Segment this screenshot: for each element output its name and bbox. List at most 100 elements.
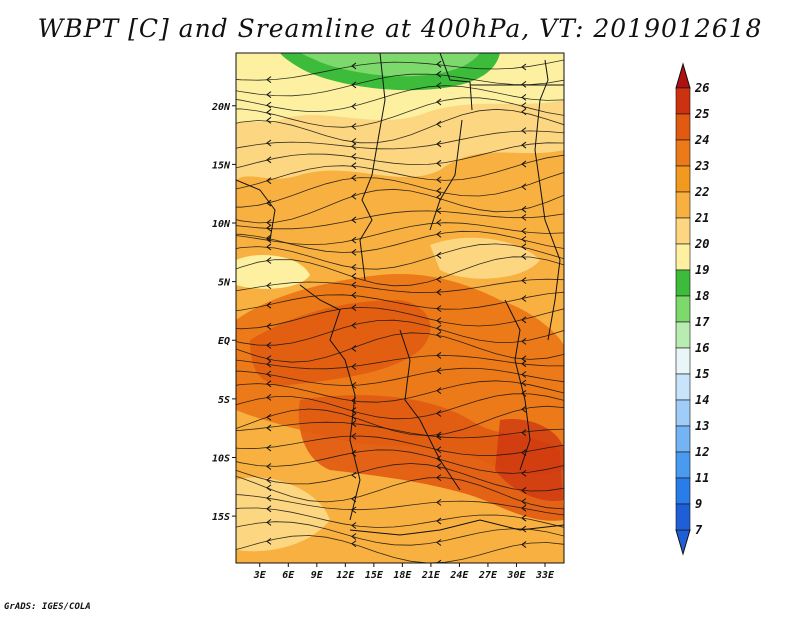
streamline-arrow bbox=[521, 93, 527, 101]
lon-tick-label: 18E bbox=[393, 570, 412, 581]
streamline-arrow bbox=[436, 559, 442, 563]
streamline bbox=[236, 435, 564, 456]
streamline-arrow bbox=[521, 337, 527, 345]
temperature-field-20b bbox=[430, 237, 540, 279]
colorbar-box bbox=[675, 295, 691, 323]
streamline-arrow bbox=[436, 367, 442, 375]
streamline-arrow bbox=[351, 192, 357, 200]
streamline bbox=[236, 142, 564, 169]
streamline-arrow bbox=[266, 177, 272, 185]
lat-tick-label: 5S bbox=[218, 395, 230, 406]
streamline bbox=[236, 306, 564, 330]
streamline bbox=[236, 59, 564, 81]
streamline-arrow bbox=[266, 224, 272, 232]
streamline-arrow bbox=[351, 304, 357, 312]
streamline-arrow bbox=[436, 463, 442, 470]
streamline-arrow bbox=[521, 102, 527, 109]
streamline-arrow bbox=[436, 539, 442, 546]
lat-tick-label: 15S bbox=[212, 512, 230, 523]
border-line bbox=[236, 179, 276, 241]
streamline-arrow bbox=[436, 251, 442, 259]
colorbar-label: 22 bbox=[694, 185, 709, 199]
streamline-arrow bbox=[521, 469, 527, 477]
border-line bbox=[504, 299, 531, 471]
streamline bbox=[236, 85, 564, 113]
streamline-arrow bbox=[436, 120, 442, 128]
lon-tick-label: 21E bbox=[421, 570, 441, 581]
border-line bbox=[439, 53, 473, 111]
streamline bbox=[236, 380, 564, 403]
streamline bbox=[236, 535, 564, 563]
streamline-arrow bbox=[436, 498, 442, 506]
streamline-arrow bbox=[266, 116, 272, 124]
colorbar-label: 24 bbox=[694, 133, 709, 147]
streamline-arrow bbox=[351, 345, 357, 352]
streamline-arrow bbox=[436, 187, 442, 195]
streamline bbox=[236, 291, 564, 312]
streamline-arrow bbox=[521, 213, 527, 221]
streamline-arrow bbox=[351, 540, 357, 548]
streamline-arrow bbox=[266, 156, 272, 164]
streamline-arrow bbox=[266, 243, 272, 251]
streamline-arrow bbox=[521, 355, 527, 363]
streamline-arrow bbox=[436, 193, 442, 201]
streamline-arrow bbox=[436, 140, 442, 148]
streamline bbox=[236, 463, 564, 492]
colorbar-label: 16 bbox=[695, 341, 709, 355]
streamline-arrow bbox=[521, 127, 527, 135]
colorbar-label: 15 bbox=[695, 367, 709, 381]
lon-tick-label: 12E bbox=[336, 570, 355, 581]
streamline-arrow bbox=[266, 537, 272, 545]
colorbar-label: 13 bbox=[695, 419, 709, 433]
streamline-arrow bbox=[521, 253, 527, 260]
streamline-arrow bbox=[266, 199, 272, 207]
streamline-arrow bbox=[266, 108, 272, 116]
streamline-arrow bbox=[266, 370, 272, 378]
streamline bbox=[236, 243, 564, 270]
streamline-arrow bbox=[436, 288, 442, 296]
colorbar-label: 23 bbox=[694, 159, 709, 173]
streamline-arrow bbox=[351, 449, 357, 457]
colorbar-box bbox=[675, 113, 691, 141]
colorbar-box bbox=[675, 243, 691, 271]
streamline-arrow bbox=[351, 153, 357, 160]
streamline-arrow bbox=[266, 76, 272, 83]
lat-tick-label: EQ bbox=[218, 336, 230, 347]
colorbar-box bbox=[675, 321, 691, 349]
streamline bbox=[236, 367, 564, 386]
streamline-arrow bbox=[266, 444, 272, 452]
streamline-arrow bbox=[521, 243, 527, 251]
streamline-arrow bbox=[436, 70, 442, 78]
streamline-arrow bbox=[266, 257, 272, 264]
streamline bbox=[236, 494, 564, 516]
streamline bbox=[236, 405, 564, 437]
streamline-arrow bbox=[266, 301, 272, 309]
streamline-arrow bbox=[436, 517, 442, 525]
streamline bbox=[236, 421, 564, 439]
streamline-arrow bbox=[351, 174, 357, 182]
lon-tick-label: 27E bbox=[478, 570, 498, 581]
border-line bbox=[399, 329, 461, 491]
streamline-arrow bbox=[351, 272, 357, 280]
streamline-arrow bbox=[266, 219, 272, 226]
streamline-arrow bbox=[266, 380, 272, 388]
streamline bbox=[236, 476, 564, 510]
streamline-arrow bbox=[351, 291, 357, 299]
coastline bbox=[534, 59, 561, 341]
streamline-arrow bbox=[266, 476, 272, 484]
colorbar-box bbox=[675, 451, 691, 479]
streamline-arrow bbox=[436, 324, 442, 332]
lat-tick-label: 5N bbox=[218, 278, 231, 289]
streamline-arrow bbox=[351, 216, 357, 224]
streamline-arrow bbox=[436, 176, 442, 184]
lat-tick-label: 15N bbox=[212, 160, 231, 171]
streamline-arrow bbox=[436, 219, 442, 227]
streamline bbox=[236, 319, 564, 346]
streamline-arrow bbox=[436, 207, 442, 215]
lat-tick-label: 10N bbox=[212, 219, 231, 230]
streamline-arrow bbox=[521, 498, 527, 505]
streamline bbox=[236, 393, 564, 420]
country-borders bbox=[236, 53, 564, 536]
lon-tick-label: 33E bbox=[535, 570, 555, 581]
colorbar-label: 11 bbox=[695, 471, 709, 485]
